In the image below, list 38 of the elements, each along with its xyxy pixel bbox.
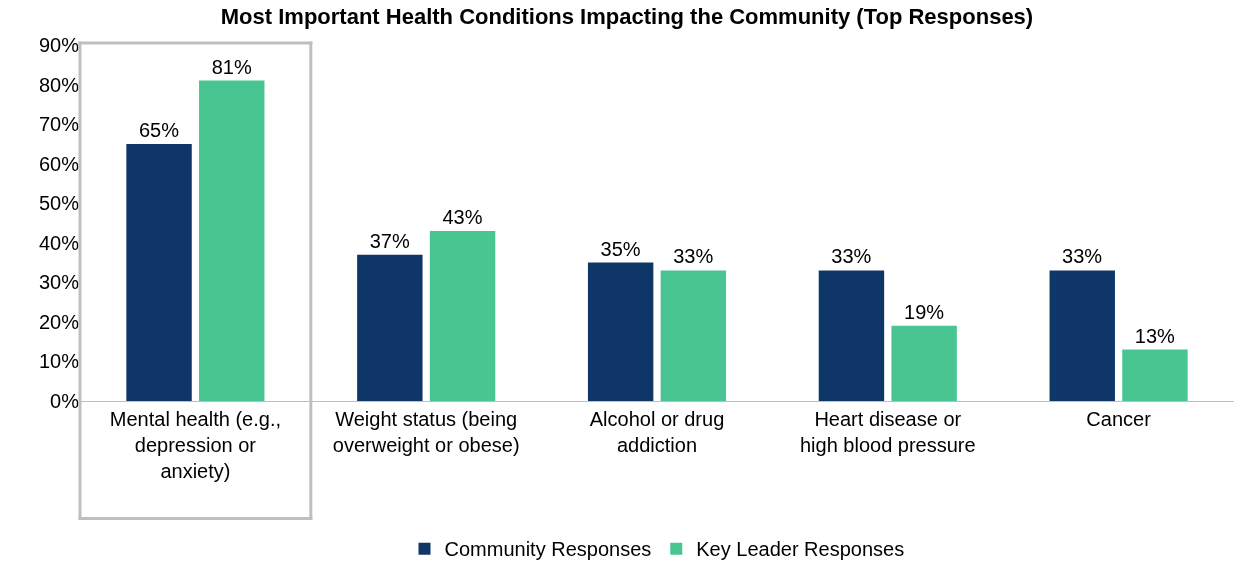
x-tick-label: Weight status (being overweight or obese) [332,408,520,456]
data-label: 35% [600,237,641,260]
bar [587,262,654,401]
x-tick-label: Heart disease or high blood pressure [799,408,976,456]
data-label: 37% [369,229,410,252]
bar [126,143,192,401]
bar [818,270,885,401]
bar [1122,349,1188,401]
legend-label: Key Leader Responses [696,538,905,561]
data-label: 33% [673,245,714,268]
x-tick-label: Cancer [1086,408,1152,430]
y-tick-label: 40% [38,231,80,254]
bar [660,270,727,401]
data-label: 33% [1062,245,1103,268]
bar [357,254,423,401]
x-tick-label: Alcohol or drug addiction [589,408,725,456]
y-tick-label: 10% [38,350,80,373]
data-label: 19% [904,300,945,323]
data-label: 33% [831,245,872,268]
y-tick-label: 30% [38,271,80,294]
data-label: 13% [1134,324,1176,347]
data-label: 65% [138,118,180,141]
x-tick-label: Mental health (e.g., depression or anxiety) [109,408,282,482]
data-label: 81% [211,55,252,78]
y-tick-label: 50% [38,192,80,215]
chart-title: Most Important Health Conditions Impacting the Community (Top Responses) [220,4,1034,30]
bar [1049,270,1115,401]
bar [199,80,265,401]
bar [429,230,496,401]
bar [891,325,957,401]
y-tick-label: 70% [38,113,80,136]
y-tick-label: 90% [38,34,80,56]
y-tick-label: 0% [50,390,80,412]
y-tick-label: 20% [38,310,80,333]
y-tick-label: 60% [38,152,80,175]
data-label: 43% [442,205,483,228]
y-tick-label: 80% [38,73,80,96]
legend-label: Community Responses [444,538,652,561]
